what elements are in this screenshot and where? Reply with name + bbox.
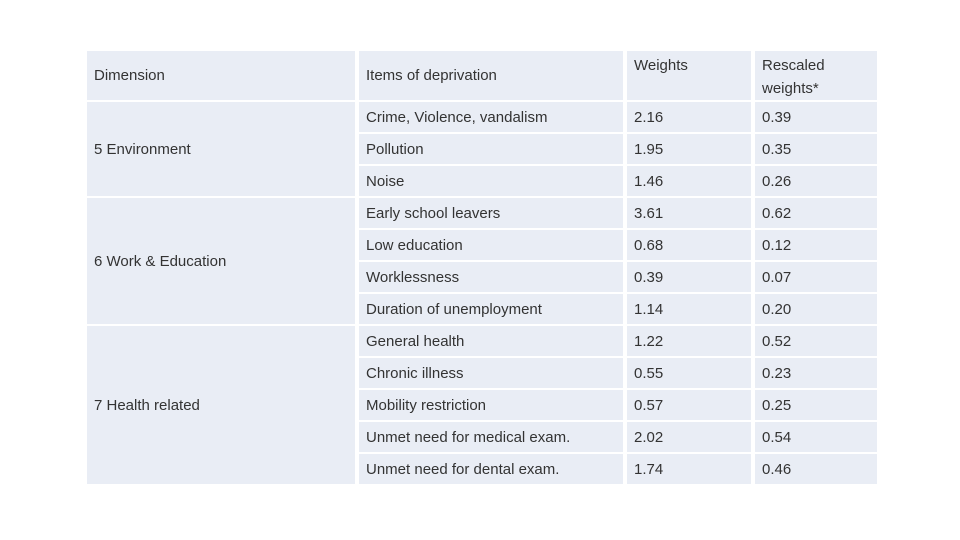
item-cell: Chronic illness — [359, 358, 623, 388]
dimension-cell-work-education: 6 Work & Education — [87, 198, 355, 324]
rescaled-weight-cell: 0.46 — [755, 454, 877, 484]
item-cell: Crime, Violence, vandalism — [359, 102, 623, 132]
weight-cell: 1.95 — [627, 134, 751, 164]
item-cell: General health — [359, 326, 623, 356]
rescaled-weight-cell: 0.39 — [755, 102, 877, 132]
weight-cell: 0.68 — [627, 230, 751, 260]
item-cell: Unmet need for dental exam. — [359, 454, 623, 484]
item-cell: Mobility restriction — [359, 390, 623, 420]
column-header-dimension: Dimension — [87, 51, 355, 100]
rescaled-weight-cell: 0.23 — [755, 358, 877, 388]
column-header-items-of-deprivation: Items of deprivation — [359, 51, 623, 100]
dimension-cell-health-related: 7 Health related — [87, 326, 355, 484]
table-row: 7 Health related General health 1.22 0.5… — [87, 326, 877, 484]
weight-cell: 2.02 — [627, 422, 751, 452]
table-row: Pollution 1.95 0.35 — [87, 134, 877, 164]
table-row: 5 Environment Crime, Violence, vandalism… — [87, 102, 877, 196]
weight-cell: 2.16 — [627, 102, 751, 132]
item-cell: Unmet need for medical exam. — [359, 422, 623, 452]
item-cell: Pollution — [359, 134, 623, 164]
rescaled-weight-cell: 0.25 — [755, 390, 877, 420]
item-cell: Noise — [359, 166, 623, 196]
rescaled-weight-cell: 0.26 — [755, 166, 877, 196]
table-row: Duration of unemployment 1.14 0.20 — [87, 294, 877, 324]
table-row: Unmet need for medical exam. 2.02 0.54 — [87, 422, 877, 452]
column-header-rescaled-weights: Rescaled weights* — [755, 51, 877, 100]
table-row: Noise 1.46 0.26 — [87, 166, 877, 196]
weight-cell: 0.39 — [627, 262, 751, 292]
table-row: Chronic illness 0.55 0.23 — [87, 358, 877, 388]
weight-cell: 1.14 — [627, 294, 751, 324]
table-row: Mobility restriction 0.57 0.25 — [87, 390, 877, 420]
weight-cell: 1.22 — [627, 326, 751, 356]
deprivation-weights-table: Dimension Items of deprivation Weights R… — [83, 49, 881, 486]
table-row: 6 Work & Education Early school leavers … — [87, 198, 877, 324]
rescaled-weight-cell: 0.35 — [755, 134, 877, 164]
table-row: Worklessness 0.39 0.07 — [87, 262, 877, 292]
table-row: Unmet need for dental exam. 1.74 0.46 — [87, 454, 877, 484]
weight-cell: 3.61 — [627, 198, 751, 228]
weight-cell: 0.55 — [627, 358, 751, 388]
weight-cell: 1.46 — [627, 166, 751, 196]
column-header-weights: Weights — [627, 51, 751, 100]
rescaled-weight-cell: 0.62 — [755, 198, 877, 228]
rescaled-weight-cell: 0.54 — [755, 422, 877, 452]
item-cell: Low education — [359, 230, 623, 260]
item-cell: Worklessness — [359, 262, 623, 292]
weight-cell: 1.74 — [627, 454, 751, 484]
rescaled-weight-cell: 0.20 — [755, 294, 877, 324]
table-row: Low education 0.68 0.12 — [87, 230, 877, 260]
rescaled-weight-cell: 0.07 — [755, 262, 877, 292]
rescaled-weight-cell: 0.12 — [755, 230, 877, 260]
rescaled-weight-cell: 0.52 — [755, 326, 877, 356]
dimension-cell-environment: 5 Environment — [87, 102, 355, 196]
item-cell: Early school leavers — [359, 198, 623, 228]
weight-cell: 0.57 — [627, 390, 751, 420]
table-header-row: Dimension Items of deprivation Weights R… — [87, 51, 877, 100]
item-cell: Duration of unemployment — [359, 294, 623, 324]
